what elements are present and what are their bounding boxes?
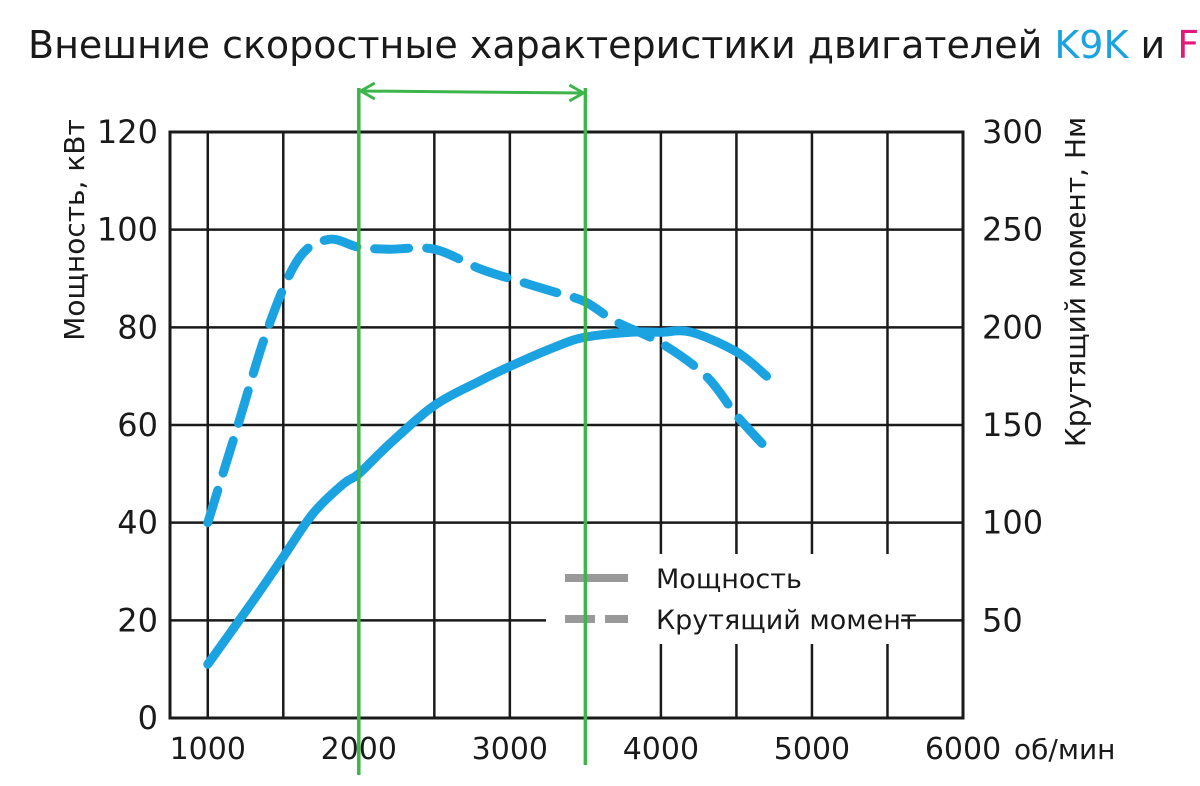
y-right-tick-label: 300 <box>982 113 1043 151</box>
legend: Мощность Крутящий момент <box>546 554 917 644</box>
title-engine-f4r: F4R <box>1177 23 1200 67</box>
legend-label: Мощность <box>656 564 802 595</box>
title-conj: и <box>1128 23 1177 67</box>
title-prefix: Внешние скоростные характеристики двигат… <box>28 23 1054 67</box>
y-right-tick-label: 250 <box>982 211 1043 249</box>
legend-background <box>546 554 901 644</box>
y-right-tick-label: 150 <box>982 406 1043 444</box>
highlight-arrowhead-left <box>357 81 376 101</box>
y-right-axis-label: Крутящий момент, Нм <box>1059 117 1092 447</box>
y-left-tick-label: 0 <box>138 699 158 737</box>
y-right-tick-label: 200 <box>982 308 1043 346</box>
y-right-tick-label: 100 <box>982 504 1043 542</box>
legend-label: Крутящий момент <box>656 605 917 636</box>
x-axis-unit: об/мин <box>1014 733 1115 766</box>
x-tick-label: 4000 <box>623 732 699 767</box>
series-group <box>203 234 772 669</box>
y-left-tick-label: 60 <box>117 406 158 444</box>
y-left-tick-label: 120 <box>97 113 158 151</box>
highlight-arrowhead-right <box>568 83 587 103</box>
x-tick-label: 1000 <box>170 732 246 767</box>
y-left-tick-label: 80 <box>117 308 158 346</box>
y-right-axis-ticks: 50 100 150 200 250 300 <box>982 113 1043 639</box>
x-tick-label: 5000 <box>774 732 850 767</box>
series-line-torque <box>203 234 772 528</box>
chart-title: Внешние скоростные характеристики двигат… <box>28 23 1200 67</box>
y-left-tick-label: 40 <box>117 504 158 542</box>
highlight-arrow-shaft <box>360 89 584 95</box>
y-right-tick-label: 50 <box>982 601 1023 639</box>
rpm-range-highlight <box>357 81 588 775</box>
title-engine-k9k: K9K <box>1054 23 1129 67</box>
y-left-axis-label: Мощность, кВт <box>58 119 91 341</box>
y-left-tick-label: 100 <box>97 211 158 249</box>
x-tick-label: 3000 <box>472 732 548 767</box>
series-line-power <box>203 326 772 669</box>
y-left-tick-label: 20 <box>117 601 158 639</box>
x-tick-label: 6000 <box>925 732 1001 767</box>
y-left-axis-ticks: 0 20 40 60 80 100 120 <box>97 113 158 737</box>
x-axis-ticks: 1000 2000 3000 4000 5000 6000 <box>170 732 1002 767</box>
